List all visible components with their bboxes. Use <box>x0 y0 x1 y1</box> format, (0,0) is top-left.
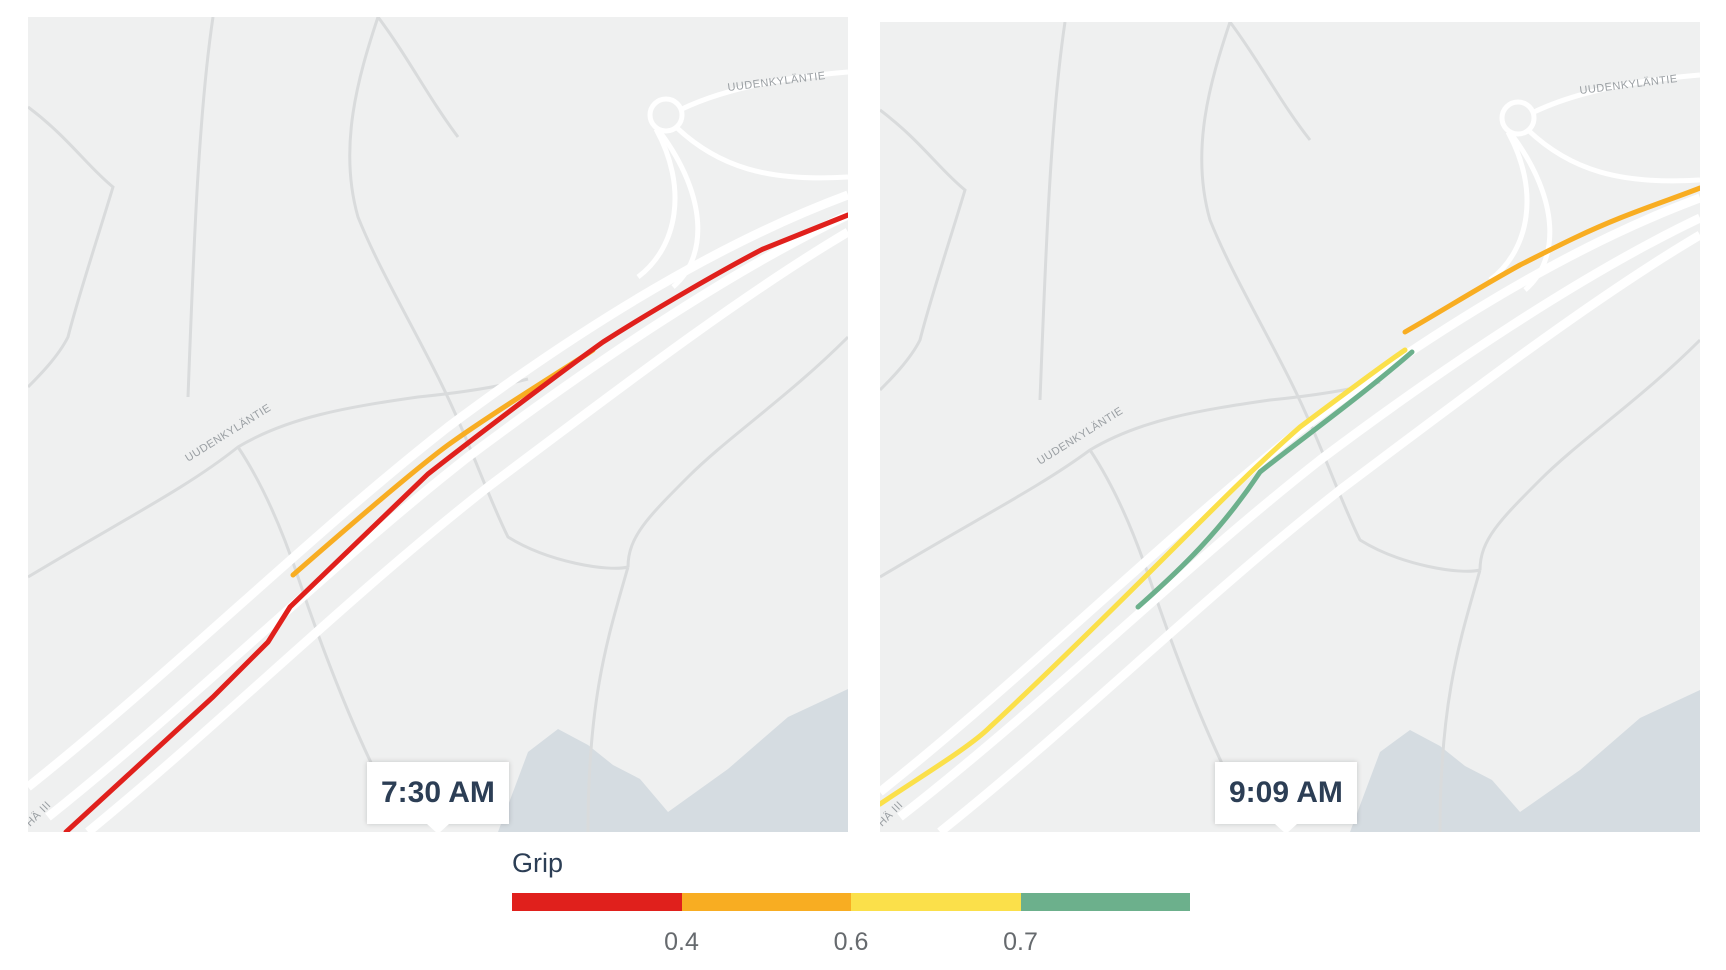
legend-tick-2: 0.7 <box>1003 928 1038 956</box>
interchange <box>1488 72 1700 292</box>
time-callout-left: 7:30 AM <box>367 762 509 834</box>
legend-title: Grip <box>512 848 564 878</box>
grip-segment-orange <box>1402 185 1700 335</box>
map-panel-left[interactable]: UUDENKYLÄNTIE UUDENKYLÄNTIE HÄ III <box>28 17 848 832</box>
map-panel-right[interactable]: UUDENKYLÄNTIE UUDENKYLÄNTIE HÄ III <box>880 22 1700 832</box>
grip-segment-yellow <box>880 347 1408 807</box>
legend-segment-excellent <box>1020 893 1190 911</box>
motorway <box>28 190 848 832</box>
water-area <box>1350 690 1700 832</box>
legend-segment-poor <box>512 893 682 911</box>
water-area <box>498 689 848 832</box>
minor-roads <box>880 22 1700 832</box>
motorway <box>880 193 1700 832</box>
grip-segment-red <box>63 212 848 832</box>
map-canvas-right: UUDENKYLÄNTIE UUDENKYLÄNTIE HÄ III <box>880 22 1700 832</box>
legend-tick-1: 0.6 <box>833 928 869 956</box>
road-label-top: UUDENKYLÄNTIE <box>727 70 827 94</box>
grip-legend: Grip 0.4 0.6 0.7 <box>512 848 1190 958</box>
legend-segment-good <box>851 893 1021 911</box>
legend-tick-0: 0.4 <box>664 928 699 956</box>
time-callout-right: 9:09 AM <box>1215 762 1357 834</box>
minor-roads <box>28 17 848 832</box>
map-canvas-left: UUDENKYLÄNTIE UUDENKYLÄNTIE HÄ III <box>28 17 848 832</box>
legend-color-bar <box>512 893 1190 911</box>
legend-segment-fair <box>681 893 851 911</box>
road-label-top: UUDENKYLÄNTIE <box>1579 73 1679 97</box>
grip-segment-green <box>1135 349 1415 610</box>
